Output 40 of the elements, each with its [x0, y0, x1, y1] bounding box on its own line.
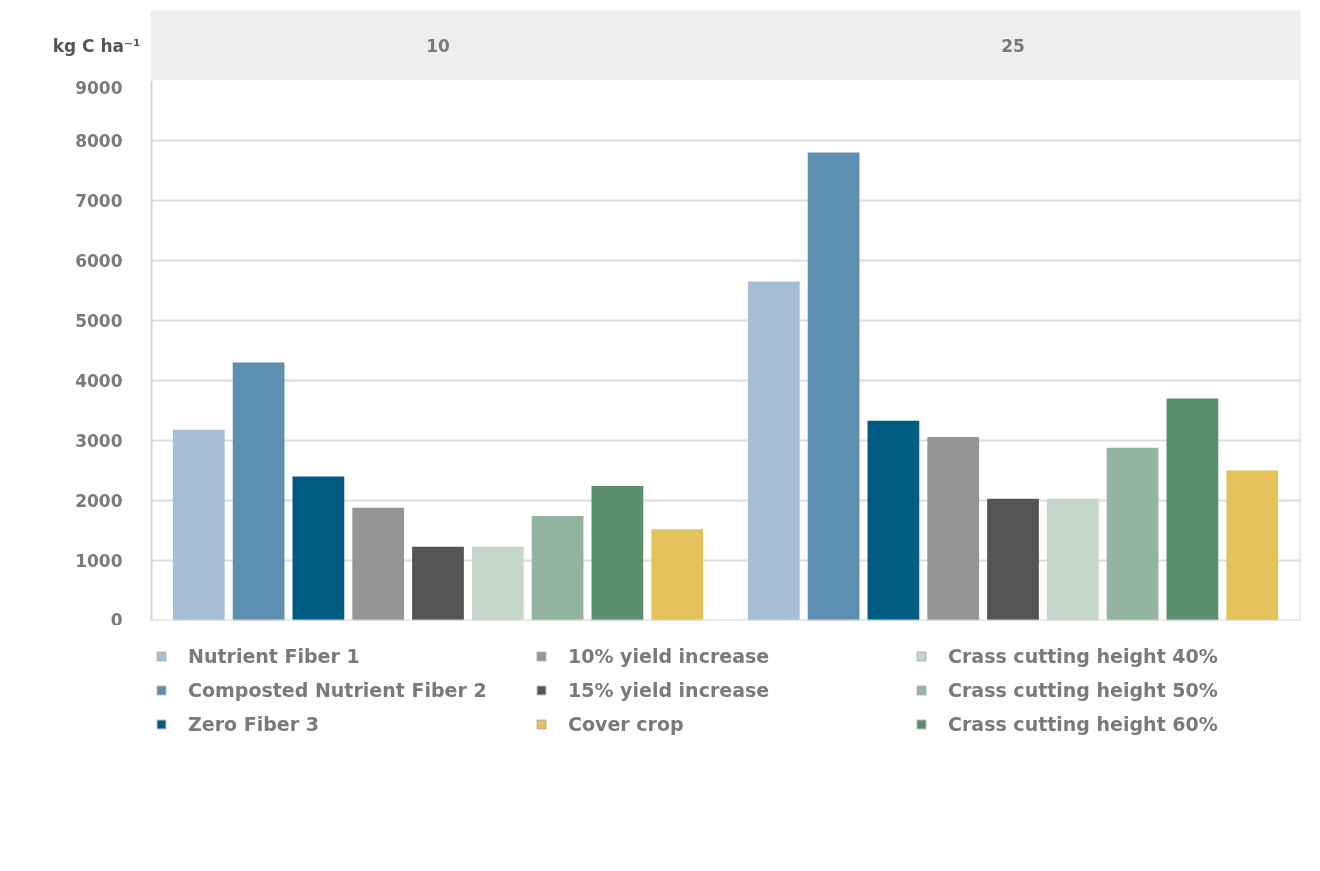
bar — [172, 429, 225, 621]
legend-label: 15% yield increase — [568, 679, 771, 701]
legend-label: Crass cutting height 40% — [948, 645, 1219, 667]
y-tick-label: 6000 — [75, 251, 123, 271]
legend-label: Nutrient Fiber 1 — [188, 645, 361, 667]
bar — [471, 546, 524, 621]
legend-label: Crass cutting height 60% — [948, 713, 1219, 735]
bar — [1226, 470, 1279, 621]
y-tick-label: 0 — [110, 609, 123, 630]
bar — [651, 529, 704, 621]
x-tick-label: 10 — [426, 36, 450, 56]
y-tick-label: 9000 — [75, 77, 123, 98]
legend-label: Cover crop — [568, 713, 685, 735]
y-tick-label: 7000 — [75, 191, 123, 211]
legend-label: Composted Nutrient Fiber 2 — [188, 679, 488, 701]
bar — [412, 546, 464, 621]
y-tick-label: 2000 — [75, 491, 123, 511]
legend-label: 10% yield increase — [568, 645, 771, 667]
bar — [747, 281, 800, 621]
bar — [531, 516, 584, 621]
bar — [927, 436, 980, 621]
bar — [232, 362, 285, 621]
bar — [1166, 398, 1219, 621]
y-tick-label: 4000 — [75, 371, 123, 391]
y-axis-title: kg C ha⁻¹ — [52, 35, 141, 56]
y-tick-label: 1000 — [75, 551, 123, 571]
bar — [292, 476, 345, 621]
bar — [807, 152, 860, 621]
y-tick-label: 5000 — [75, 311, 123, 331]
x-tick-label: 25 — [1001, 36, 1025, 56]
bar — [1046, 498, 1099, 621]
legend-label: Crass cutting height 50% — [948, 679, 1219, 701]
bar — [867, 420, 920, 621]
y-tick-label: 8000 — [75, 131, 123, 151]
bar — [352, 507, 405, 621]
legend-label: Zero Fiber 3 — [188, 713, 320, 735]
bar — [987, 498, 1039, 621]
y-tick-label: 3000 — [75, 431, 123, 451]
bar — [1106, 447, 1159, 621]
bar — [591, 486, 644, 621]
